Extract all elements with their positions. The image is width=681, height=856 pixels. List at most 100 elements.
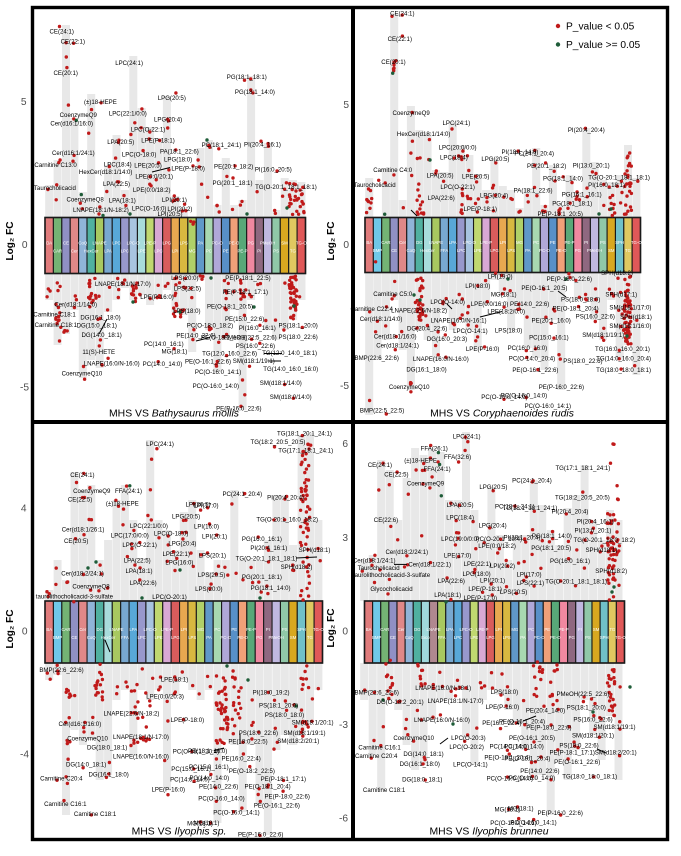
svg-text:FFA: FFA bbox=[121, 635, 129, 640]
svg-text:DG(18:0_18:1): DG(18:0_18:1) bbox=[87, 745, 127, 752]
svg-text:TG: TG bbox=[307, 635, 314, 640]
svg-text:DG: DG bbox=[414, 627, 421, 632]
svg-text:MG: MG bbox=[511, 627, 519, 632]
svg-text:LPI: LPI bbox=[495, 627, 501, 632]
svg-text:PI(20:4_16:1): PI(20:4_16:1) bbox=[250, 545, 287, 552]
svg-text:SM(d18:1/14:0): SM(d18:1/14:0) bbox=[260, 380, 302, 387]
svg-text:LPA(18:1): LPA(18:1) bbox=[126, 568, 153, 575]
svg-text:PE(16:0_22:4): PE(16:0_22:4) bbox=[221, 755, 260, 762]
svg-text:PE(20:1_16:0): PE(20:1_16:0) bbox=[532, 317, 571, 324]
svg-text:LPI(18:0): LPI(18:0) bbox=[465, 283, 490, 290]
svg-text:MG: MG bbox=[516, 240, 524, 245]
svg-text:TG(18:2_20:5_20:5): TG(18:2_20:5_20:5) bbox=[251, 439, 306, 446]
svg-text:PI(20:4_20:4): PI(20:4_20:4) bbox=[568, 127, 605, 134]
svg-text:Carnitine C18:1: Carnitine C18:1 bbox=[74, 811, 117, 818]
svg-text:PC(O-20:1_20:4): PC(O-20:1_20:4) bbox=[476, 536, 522, 543]
svg-text:LPS: LPS bbox=[503, 635, 511, 640]
svg-text:PE-P: PE-P bbox=[237, 249, 247, 254]
svg-text:TG(O-20:1_18:1_18:1): TG(O-20:1_18:1_18:1) bbox=[236, 555, 298, 562]
svg-text:LPS(20:0): LPS(20:0) bbox=[195, 586, 222, 593]
svg-text:LPA(20:5): LPA(20:5) bbox=[447, 502, 474, 509]
svg-text:LPC-O: LPC-O bbox=[460, 627, 474, 632]
svg-text:BMP(22:6_22:6): BMP(22:6_22:6) bbox=[355, 689, 399, 696]
svg-text:LPS: LPS bbox=[180, 241, 188, 246]
svg-text:TG(18:0_18:0_18:1): TG(18:0_18:0_18:1) bbox=[562, 773, 617, 780]
svg-text:PI(18:1_20:4): PI(18:1_20:4) bbox=[504, 534, 541, 541]
svg-text:0: 0 bbox=[342, 626, 348, 637]
svg-text:PC(O-18:0_18:2): PC(O-18:0_18:2) bbox=[187, 323, 233, 330]
svg-text:DG(16:1_18:0): DG(16:1_18:0) bbox=[400, 761, 440, 768]
svg-text:PC(O-16:0_14:1): PC(O-16:0_14:1) bbox=[525, 403, 571, 410]
svg-text:MG(18:1): MG(18:1) bbox=[162, 348, 188, 355]
svg-text:CE: CE bbox=[391, 248, 397, 253]
svg-text:TG(12:0_16:0_22:6): TG(12:0_16:0_22:6) bbox=[202, 351, 257, 358]
svg-text:LPG: LPG bbox=[486, 635, 495, 640]
svg-text:TG-O: TG-O bbox=[615, 635, 626, 640]
svg-text:PE(O-16:1_20:5): PE(O-16:1_20:5) bbox=[521, 285, 567, 292]
svg-text:TG(O-20:1_18:1_18:1): TG(O-20:1_18:1_18:1) bbox=[255, 184, 317, 191]
svg-text:PC-O: PC-O bbox=[212, 241, 223, 246]
svg-text:LNAPE(18:1/N-17:0): LNAPE(18:1/N-17:0) bbox=[95, 281, 151, 288]
svg-text:LPE: LPE bbox=[474, 248, 482, 253]
svg-text:PE(O-18:2_18:1): PE(O-18:2_18:1) bbox=[201, 334, 247, 341]
svg-text:CE(22:1): CE(22:1) bbox=[61, 39, 85, 46]
svg-text:LPA(18:1): LPA(18:1) bbox=[109, 198, 136, 205]
svg-text:0: 0 bbox=[22, 240, 28, 251]
svg-text:BMP: BMP bbox=[373, 248, 382, 253]
svg-text:CoenzymeQ10: CoenzymeQ10 bbox=[67, 736, 108, 743]
svg-text:LPI(17:0): LPI(17:0) bbox=[516, 572, 541, 579]
svg-text:Carnitine C20:4: Carnitine C20:4 bbox=[40, 776, 83, 783]
svg-text:SM(d18:1/19:1): SM(d18:1/19:1) bbox=[582, 332, 624, 339]
svg-text:LNAPE(22:6/N-18:2): LNAPE(22:6/N-18:2) bbox=[104, 711, 160, 718]
svg-text:LPS: LPS bbox=[507, 248, 515, 253]
svg-text:PE(20:1_18:2): PE(20:1_18:2) bbox=[214, 163, 253, 170]
svg-text:PG(16:0_16:1): PG(16:0_16:1) bbox=[242, 536, 282, 543]
svg-text:LPE(22:1): LPE(22:1) bbox=[162, 551, 189, 558]
svg-text:PE(O-18:1_20:4): PE(O-18:1_20:4) bbox=[245, 784, 291, 791]
svg-text:Carnitine C5:0: Carnitine C5:0 bbox=[373, 291, 413, 298]
svg-text:Cer: Cer bbox=[398, 627, 405, 632]
svg-text:PI(16:0_16:1): PI(16:0_16:1) bbox=[239, 325, 276, 332]
svg-text:PE(P-16:0_22:6): PE(P-16:0_22:6) bbox=[216, 405, 261, 412]
svg-text:11(S)-HETE: 11(S)-HETE bbox=[82, 349, 115, 356]
svg-text:FFA(26:1): FFA(26:1) bbox=[421, 446, 448, 453]
svg-text:SPH(d17:1): SPH(d17:1) bbox=[605, 292, 637, 299]
svg-text:Carnitine C16:1: Carnitine C16:1 bbox=[44, 801, 87, 808]
svg-text:LPE(P-16:0): LPE(P-16:0) bbox=[486, 704, 520, 711]
svg-text:MG: MG bbox=[189, 249, 197, 254]
svg-text:PS(16:0_22:6): PS(16:0_22:6) bbox=[236, 343, 275, 350]
svg-text:DG(16:1_18:0): DG(16:1_18:0) bbox=[89, 772, 129, 779]
svg-text:TG: TG bbox=[609, 627, 616, 632]
svg-text:PS(18:1_20:0): PS(18:1_20:0) bbox=[567, 704, 606, 711]
svg-text:PG(16:0_16:1): PG(16:0_16:1) bbox=[550, 558, 590, 565]
svg-text:SM(d18:1/17:0): SM(d18:1/17:0) bbox=[609, 304, 651, 311]
svg-text:TG-O: TG-O bbox=[313, 627, 324, 632]
svg-text:Cer(d18:1/16:0): Cer(d18:1/16:0) bbox=[374, 333, 417, 340]
svg-text:PG(18:1_18:1): PG(18:1_18:1) bbox=[227, 74, 267, 81]
svg-text:PE: PE bbox=[544, 627, 550, 632]
svg-text:DG(16:1_18:0): DG(16:1_18:0) bbox=[80, 315, 120, 322]
svg-text:LNAPE(16:0/N-16:0): LNAPE(16:0/N-16:0) bbox=[84, 361, 140, 368]
svg-text:LPE(0:0/20:1): LPE(0:0/20:1) bbox=[135, 174, 173, 181]
svg-text:SM: SM bbox=[290, 635, 297, 640]
svg-text:LPE: LPE bbox=[138, 249, 146, 254]
svg-text:CoQ: CoQ bbox=[405, 635, 414, 640]
svg-text:TG(18:0_18:0_18:1): TG(18:0_18:0_18:1) bbox=[596, 367, 651, 374]
svg-text:FFA(32:6): FFA(32:6) bbox=[444, 454, 471, 461]
svg-text:MHS VS Ilyophis sp.: MHS VS Ilyophis sp. bbox=[132, 827, 227, 838]
svg-text:Carnitine C13:0: Carnitine C13:0 bbox=[34, 162, 77, 169]
svg-text:PC(14:0_14:0): PC(14:0_14:0) bbox=[170, 777, 210, 784]
svg-text:PC(24:1_20:4): PC(24:1_20:4) bbox=[512, 477, 552, 484]
svg-text:Cer: Cer bbox=[79, 627, 86, 632]
svg-text:PC(O-16:0_14:0): PC(O-16:0_14:0) bbox=[501, 393, 547, 400]
svg-text:CoQ: CoQ bbox=[406, 248, 415, 253]
svg-text:LPE(P-18:0): LPE(P-18:0) bbox=[171, 166, 205, 173]
svg-text:PI(20:4_16:1): PI(20:4_16:1) bbox=[577, 518, 614, 525]
svg-text:LPC(O-14:1): LPC(O-14:1) bbox=[453, 762, 488, 769]
svg-text:LPA: LPA bbox=[129, 627, 137, 632]
svg-text:PI(20:4_20:4): PI(20:4_20:4) bbox=[552, 509, 589, 516]
svg-text:MG(18:1): MG(18:1) bbox=[187, 821, 213, 828]
svg-text:CoQ: CoQ bbox=[78, 241, 87, 246]
svg-text:PA(18:1_22:6): PA(18:1_22:6) bbox=[514, 188, 553, 195]
svg-text:PC(14:0_14:0): PC(14:0_14:0) bbox=[143, 361, 183, 368]
